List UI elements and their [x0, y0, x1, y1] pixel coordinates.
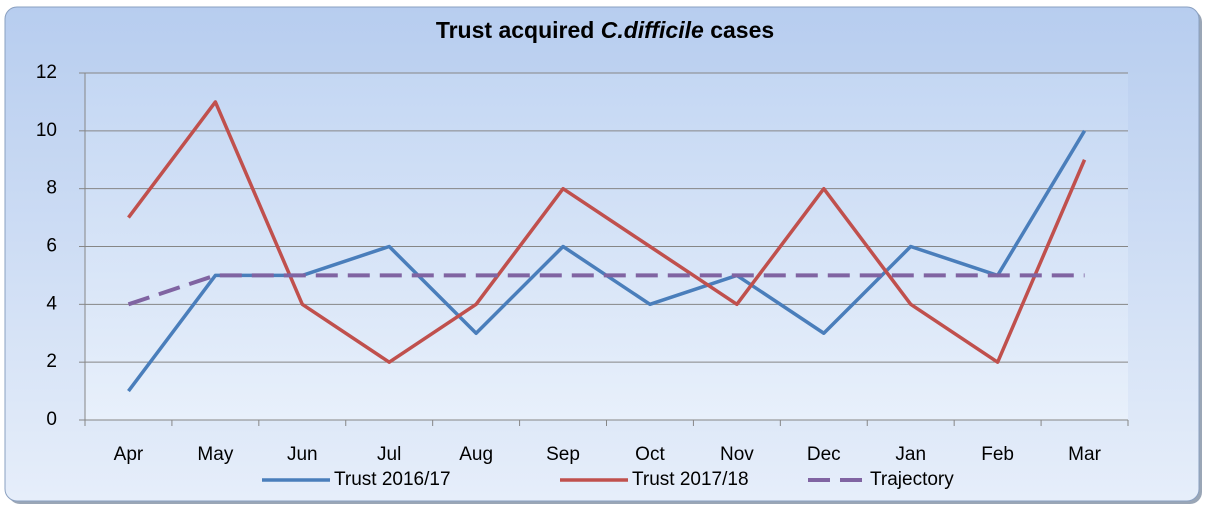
- series-line: [127, 100, 1087, 364]
- x-tick-label: Mar: [1068, 444, 1101, 465]
- x-tick-label: Jan: [895, 444, 926, 465]
- title-part: Trust acquired: [436, 17, 594, 43]
- x-tick-label: Dec: [807, 444, 841, 465]
- series-line: [127, 273, 1085, 307]
- x-tick-label: Jul: [377, 444, 401, 465]
- title-part: cases: [710, 17, 774, 43]
- chart-title: Trust acquired C.difficile cases: [436, 17, 774, 43]
- y-tick-label: 2: [46, 351, 57, 372]
- y-tick-label: 0: [46, 409, 57, 430]
- x-tick-label: Aug: [459, 444, 493, 465]
- x-tick-label: Oct: [635, 444, 665, 465]
- legend-label: Trajectory: [870, 469, 954, 490]
- x-tick-label: May: [197, 444, 233, 465]
- y-tick-label: 12: [36, 62, 57, 83]
- x-tick-label: Apr: [114, 444, 144, 465]
- x-tick-label: Sep: [546, 444, 580, 465]
- legend-label: Trust 2016/17: [334, 469, 451, 490]
- y-tick-label: 10: [36, 120, 57, 141]
- x-tick-label: Nov: [720, 444, 754, 465]
- legend-label: Trust 2017/18: [632, 469, 749, 490]
- y-tick-label: 6: [46, 236, 57, 257]
- x-tick-label: Feb: [981, 444, 1014, 465]
- y-tick-label: 4: [46, 293, 57, 314]
- title-part: C.difficile: [601, 17, 704, 43]
- y-tick-label: 8: [46, 178, 57, 199]
- x-tick-label: Jun: [287, 444, 318, 465]
